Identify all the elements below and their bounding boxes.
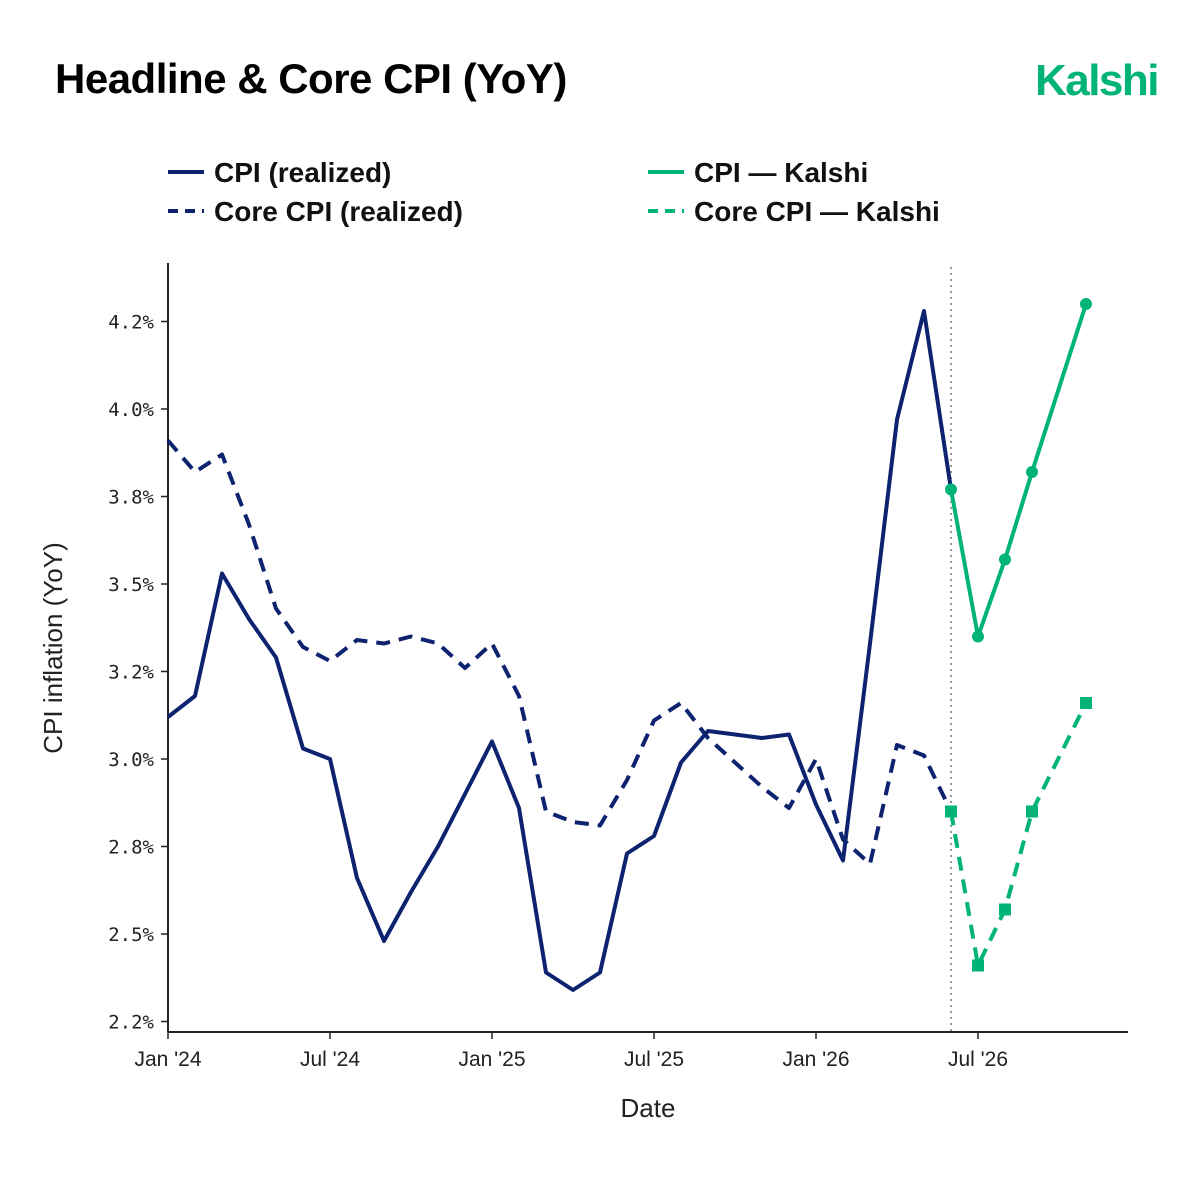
x-axis-label: Date xyxy=(621,1093,676,1123)
data-point xyxy=(945,483,957,496)
series-line-1 xyxy=(166,439,953,866)
x-tick-label: Jan '26 xyxy=(782,1048,849,1071)
plot-area xyxy=(166,267,1092,1032)
data-point xyxy=(972,630,984,643)
x-tick-label: Jan '24 xyxy=(134,1048,201,1071)
data-point xyxy=(1080,298,1092,310)
data-point xyxy=(945,805,957,818)
kalshi-logo: Kalshi xyxy=(1034,56,1160,105)
y-tick-label: 2.8% xyxy=(108,837,154,859)
legend-label: Core CPI (realized) xyxy=(214,196,463,227)
legend: CPI (realized) Core CPI (realized) CPI — K… xyxy=(168,157,940,227)
chart-title: Headline & Core CPI (YoY) xyxy=(55,55,567,102)
x-tick-label: Jul '24 xyxy=(300,1048,360,1071)
axes: 2.2% 2.5% 2.8% 3.0% 3.2% 3.5% 3.8% 4.0% 4.2% Jan … xyxy=(108,263,1128,1071)
x-tick-label: Jul '25 xyxy=(624,1048,684,1071)
x-tick-label: Jul '26 xyxy=(948,1048,1008,1071)
x-tick-label: Jan '25 xyxy=(458,1048,525,1071)
y-tick-label: 3.5% xyxy=(108,574,154,596)
data-point xyxy=(1026,466,1038,478)
data-point xyxy=(999,553,1011,566)
y-tick-label: 4.2% xyxy=(108,312,154,334)
series-line-3 xyxy=(949,702,1088,968)
y-tick-label: 2.2% xyxy=(108,1012,154,1034)
legend-label: CPI — Kalshi xyxy=(694,157,868,188)
y-tick-label: 4.0% xyxy=(108,399,154,421)
data-point xyxy=(999,903,1011,916)
y-tick-label: 3.0% xyxy=(108,749,154,771)
y-tick-label: 3.2% xyxy=(108,662,154,684)
y-tick-label: 2.5% xyxy=(108,924,154,946)
legend-label: Core CPI — Kalshi xyxy=(694,196,940,227)
data-point xyxy=(1026,805,1038,818)
y-tick-label: 3.8% xyxy=(108,487,154,509)
data-point xyxy=(1080,697,1092,709)
legend-label: CPI (realized) xyxy=(214,157,391,188)
data-point xyxy=(972,959,984,972)
series-line-0 xyxy=(166,309,953,992)
y-axis-label: CPI inflation (YoY) xyxy=(38,542,68,753)
series-line-2 xyxy=(949,303,1088,639)
